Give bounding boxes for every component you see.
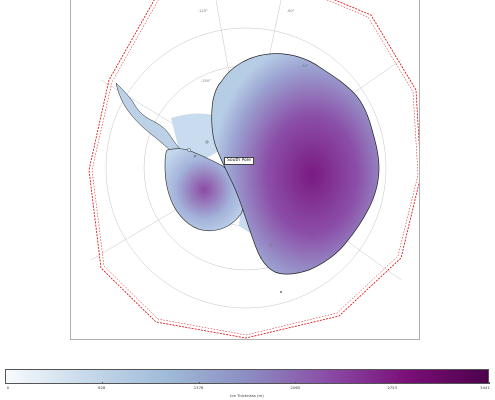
colorbar-tick-label: 2753 [387,385,398,390]
colorbar-tick-mark [5,382,6,384]
colorbar-tick-mark [295,382,296,384]
colorbar-tick-label: 2065 [290,385,301,390]
coastline-detail [187,140,282,294]
colorbar-tick-mark [101,382,103,384]
graticule-label: -60° [287,9,295,13]
colorbar-tick-label: 0 [6,385,10,390]
east-antarctica [211,53,380,275]
colorbar-tick-label: 1376 [193,385,204,390]
region-boundary-inner [91,0,419,336]
colorbar-tick-mark [392,382,393,384]
west-antarctica [164,148,244,232]
colorbar-gradient [5,369,489,384]
graticule-label: -30° [301,64,309,68]
colorbar-title: Ice Thickness (m) [230,393,264,398]
region-boundary [88,0,419,339]
colorbar-tick-label: 828 [98,385,106,390]
colorbar-legend: 0 828 1376 2065 2753 3441 Ice Thickness (m) [5,369,490,399]
graticule-label: -150° [201,79,211,83]
graticule-label: -120° [198,9,208,13]
map-panel: -120° -60° -150° -30° South Pole [70,0,420,340]
colorbar-tick-mark [198,382,200,384]
graticule-circle [105,27,387,309]
ice-shelf [171,113,221,160]
antarctic-peninsula [115,82,182,155]
colorbar-tick-mark [489,382,490,384]
south-pole-label: South Pole [224,157,254,165]
antarctica-map [88,0,419,339]
colorbar-tick-label: 3441 [480,385,490,390]
